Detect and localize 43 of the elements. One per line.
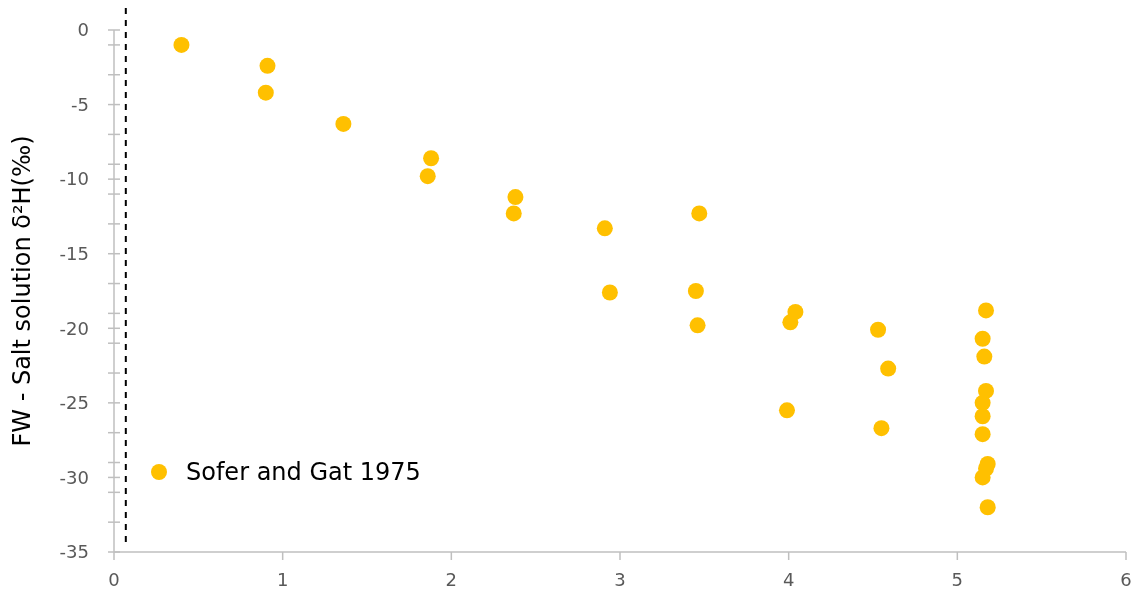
y-tick-label: -20: [59, 317, 89, 339]
x-tick-label: 1: [276, 569, 289, 590]
point: [335, 115, 352, 132]
point: [691, 205, 708, 222]
point: [423, 150, 440, 167]
point: [505, 205, 522, 222]
y-tick-label: -15: [59, 243, 89, 265]
point: [974, 408, 991, 425]
x-tick-label: 2: [445, 569, 458, 590]
point: [689, 317, 706, 334]
point: [601, 284, 618, 301]
point: [419, 168, 436, 185]
point: [687, 283, 704, 299]
point: [976, 348, 993, 365]
y-axis-title: FW - Salt solution δ²H(‰): [8, 135, 36, 447]
point: [978, 302, 995, 319]
y-tick-label: -10: [59, 168, 89, 190]
point: [173, 36, 190, 53]
y-tick-label: -5: [71, 93, 89, 115]
y-tick-label: -35: [59, 541, 89, 563]
point: [974, 469, 991, 486]
y-tick-label: -30: [59, 466, 89, 488]
point: [259, 57, 276, 74]
point: [880, 360, 897, 377]
x-tick-label: 0: [108, 569, 120, 590]
x-tick-label: 6: [1120, 569, 1132, 590]
point: [974, 330, 991, 347]
point: [974, 394, 991, 411]
x-tick-label: 3: [614, 569, 626, 590]
point: [507, 189, 524, 206]
point: [778, 402, 795, 419]
x-tick-label: 5: [951, 569, 964, 590]
x-tick-label: 4: [782, 569, 795, 590]
y-tick-label: -25: [59, 392, 89, 414]
y-tick-label: 0: [77, 19, 89, 41]
point: [974, 426, 991, 443]
legend-label: Sofer and Gat 1975: [186, 458, 421, 487]
point: [873, 420, 890, 437]
point: [257, 84, 274, 101]
point: [979, 499, 996, 516]
point: [596, 220, 613, 237]
point: [870, 321, 887, 338]
point: [782, 314, 799, 331]
